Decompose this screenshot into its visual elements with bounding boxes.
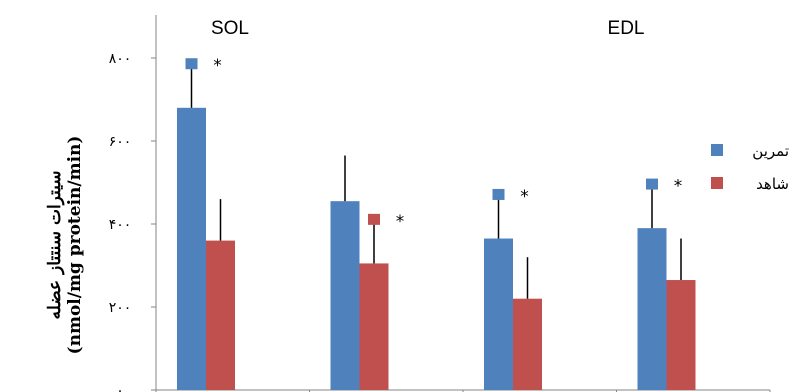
significance-marker <box>368 213 380 225</box>
y-tick-label: ۴۰۰ <box>109 217 132 233</box>
y-tick-label: ۸۰۰ <box>109 51 132 67</box>
significance-marker <box>492 188 505 200</box>
bar <box>637 228 667 390</box>
legend: تمرین شاهد <box>711 142 789 193</box>
bar <box>484 238 513 390</box>
bar <box>513 298 542 390</box>
significance-marker <box>646 178 658 190</box>
significance-markers: * * * * <box>185 56 683 232</box>
panel-labels: SOL EDL <box>211 18 645 39</box>
significance-asterisk: * <box>520 187 529 207</box>
significance-asterisk: * <box>674 177 683 197</box>
bar <box>177 107 206 391</box>
error-bars <box>190 64 682 299</box>
legend-swatch <box>711 177 723 189</box>
bar <box>359 263 389 390</box>
bar <box>666 280 696 390</box>
y-tick-label: ۶۰۰ <box>109 134 132 150</box>
panel-label: EDL <box>608 18 645 39</box>
y-tick-label: ۲۰۰ <box>109 300 132 316</box>
significance-marker <box>185 58 198 70</box>
y-axis-title: سیترات سنتتاز عضله (nmol/mg protein/min) <box>45 136 85 355</box>
legend-label: شاهد <box>756 175 789 193</box>
legend-label: تمرین <box>752 142 789 160</box>
significance-asterisk: * <box>396 212 405 232</box>
axes: ۰ ۲۰۰ ۴۰۰ ۶۰۰ ۸۰۰ <box>109 15 771 392</box>
bar <box>206 240 235 390</box>
bar <box>330 201 360 390</box>
bars <box>177 107 696 391</box>
y-tick-label: ۰ <box>116 383 124 392</box>
legend-swatch <box>711 144 723 156</box>
y-axis-label-line1: سیترات سنتتاز عضله <box>45 170 65 319</box>
panel-label: SOL <box>211 18 249 39</box>
significance-asterisk: * <box>213 56 222 76</box>
y-axis-label-line2: (nmol/mg protein/min) <box>65 136 85 355</box>
